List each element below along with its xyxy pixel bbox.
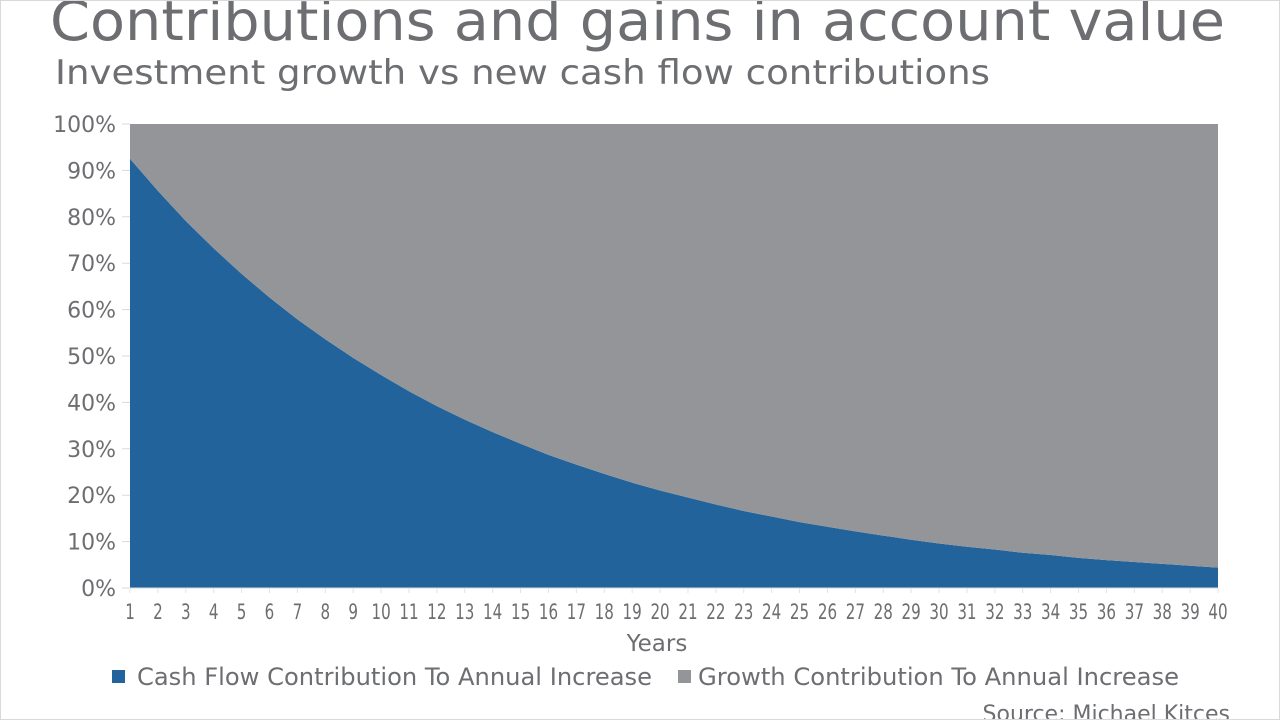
x-tick-label: 16	[539, 601, 558, 625]
x-tick-label: 19	[623, 601, 642, 625]
y-tick-label: 60%	[67, 299, 116, 324]
y-tick-label: 30%	[67, 438, 116, 463]
legend-swatch-growth	[678, 670, 691, 683]
plot-area	[130, 124, 1218, 589]
x-tick-label: 29	[902, 601, 921, 625]
x-tick-label: 6	[265, 601, 275, 625]
x-axis-label: Years	[626, 631, 688, 657]
x-tick-label: 26	[818, 601, 837, 625]
x-tick-label: 23	[734, 601, 753, 625]
chart-subtitle: Investment growth vs new cash flow contr…	[55, 53, 990, 93]
area-series-cash-flow	[130, 158, 1218, 589]
x-tick-label: 27	[846, 601, 865, 625]
legend-label-cash-flow: Cash Flow Contribution To Annual Increas…	[137, 663, 652, 691]
x-tick-label: 14	[483, 601, 502, 625]
x-tick-label: 10	[371, 601, 390, 625]
y-tick-label: 100%	[53, 113, 116, 138]
y-tick-label: 0%	[81, 577, 116, 602]
x-tick-label: 18	[595, 601, 614, 625]
x-axis: 1 2 3 4 5 6 7 8 9 10 11 12 13 14 15 16 17 18 19 20 21 22 23 24 2…	[125, 587, 1228, 625]
x-tick-label: 7	[293, 601, 303, 625]
x-tick-label: 1	[125, 601, 135, 625]
y-tick-label: 90%	[67, 159, 116, 184]
x-tick-label: 13	[455, 601, 474, 625]
x-tick-label: 21	[678, 601, 697, 625]
x-tick-label: 38	[1153, 601, 1172, 625]
y-tick-label: 40%	[67, 391, 116, 416]
x-tick-label: 33	[1013, 601, 1032, 625]
y-tick-label: 70%	[67, 252, 116, 277]
x-tick-label: 12	[427, 601, 446, 625]
x-tick-label: 20	[650, 601, 669, 625]
x-tick-label: 8	[320, 601, 330, 625]
chart-title: Contributions and gains in account value	[50, 0, 1225, 53]
x-tick-label: 31	[957, 601, 976, 625]
legend: Cash Flow Contribution To Annual Increas…	[112, 663, 1179, 691]
y-tick-label: 80%	[67, 206, 116, 231]
x-tick-label: 34	[1041, 601, 1060, 625]
x-tick-label: 39	[1180, 601, 1199, 625]
y-axis: 0% 10% 20% 30% 40% 50% 60% 70% 80% 90% 100%	[53, 113, 130, 602]
x-tick-label: 24	[762, 601, 781, 625]
x-tick-label: 17	[567, 601, 586, 625]
x-tick-label: 11	[399, 601, 418, 625]
x-tick-label: 30	[929, 601, 948, 625]
x-tick-label: 40	[1208, 601, 1227, 625]
x-tick-label: 25	[790, 601, 809, 625]
x-tick-label: 32	[985, 601, 1004, 625]
x-tick-label: 9	[348, 601, 358, 625]
area-series-growth	[130, 124, 1218, 568]
x-tick-label: 35	[1069, 601, 1088, 625]
source-note: Source: Michael Kitces	[983, 702, 1230, 720]
x-tick-label: 22	[706, 601, 725, 625]
legend-swatch-cash-flow	[112, 670, 125, 683]
x-tick-label: 3	[181, 601, 191, 625]
y-tick-label: 10%	[67, 531, 116, 556]
x-tick-label: 2	[153, 601, 163, 625]
x-tick-label: 15	[511, 601, 530, 625]
y-tick-label: 50%	[67, 345, 116, 370]
x-tick-label: 37	[1125, 601, 1144, 625]
y-tick-label: 20%	[67, 484, 116, 509]
legend-label-growth: Growth Contribution To Annual Increase	[698, 663, 1179, 691]
x-tick-label: 36	[1097, 601, 1116, 625]
x-tick-label: 4	[209, 601, 219, 625]
x-tick-label: 5	[237, 601, 247, 625]
x-tick-label: 28	[874, 601, 893, 625]
